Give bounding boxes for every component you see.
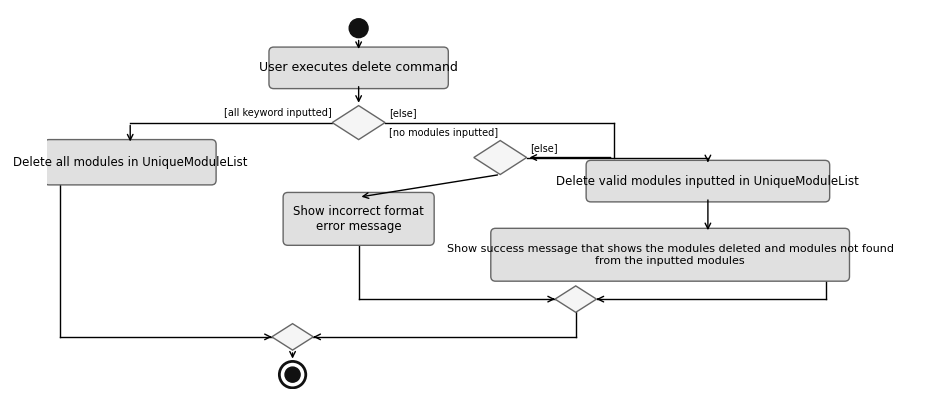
Text: Delete all modules in UniqueModuleList: Delete all modules in UniqueModuleList [13, 156, 247, 169]
Circle shape [349, 19, 368, 38]
Polygon shape [555, 286, 597, 312]
Circle shape [279, 362, 306, 388]
FancyBboxPatch shape [587, 160, 830, 202]
Text: Show success message that shows the modules deleted and modules not found
from t: Show success message that shows the modu… [446, 244, 894, 266]
Text: User executes delete command: User executes delete command [259, 61, 458, 74]
Polygon shape [272, 324, 313, 350]
FancyBboxPatch shape [269, 47, 448, 89]
Text: Show incorrect format
error message: Show incorrect format error message [293, 205, 424, 233]
FancyBboxPatch shape [283, 192, 434, 245]
Circle shape [285, 367, 300, 382]
FancyBboxPatch shape [491, 228, 850, 281]
Text: [all keyword inputted]: [all keyword inputted] [225, 108, 332, 118]
Text: [no modules inputted]: [no modules inputted] [389, 128, 498, 138]
FancyBboxPatch shape [44, 140, 216, 185]
Polygon shape [332, 106, 385, 140]
Polygon shape [474, 140, 526, 174]
Text: Delete valid modules inputted in UniqueModuleList: Delete valid modules inputted in UniqueM… [556, 175, 859, 188]
Text: [else]: [else] [530, 143, 558, 153]
Text: [else]: [else] [389, 108, 416, 118]
